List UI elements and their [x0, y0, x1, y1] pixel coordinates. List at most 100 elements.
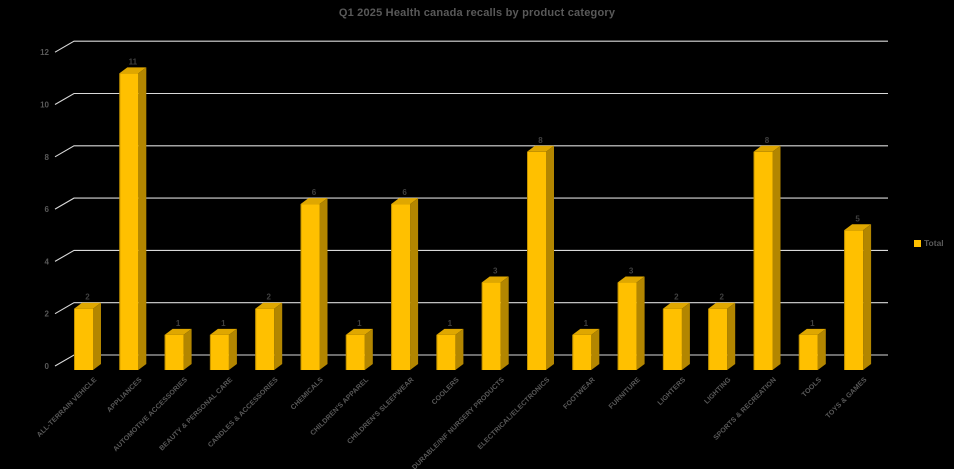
bar-top-face — [436, 328, 464, 335]
bar-front-face — [209, 334, 229, 370]
gridline — [54, 302, 888, 315]
bar-front-face — [662, 308, 682, 370]
x-category-label: TOOLS — [801, 376, 823, 398]
bar-sports-recreation — [753, 145, 781, 370]
bar-side-face — [455, 328, 464, 370]
bar-coolers — [436, 328, 464, 370]
bar-front-face — [753, 151, 773, 370]
bar-side-face — [93, 302, 101, 370]
gridline — [54, 40, 888, 53]
bar-children-s-sleepwear — [391, 198, 419, 370]
bar-front-face — [572, 334, 592, 370]
x-category-label: FOOTWEAR — [562, 376, 596, 410]
bar-chemicals — [300, 198, 328, 370]
bar-value-label: 6 — [402, 188, 407, 197]
bar-top-face — [662, 302, 690, 309]
bar-front-face — [119, 73, 139, 370]
bar-footwear — [572, 328, 600, 370]
bar-side-face — [138, 67, 147, 370]
x-category-label: ALL-TERRAIN VEHICLE — [36, 376, 99, 439]
bar-top-face — [617, 276, 645, 283]
bar-top-face — [391, 198, 419, 205]
x-category-label: BEAUTY & PERSONAL CARE — [158, 376, 234, 452]
bar-top-face — [844, 224, 872, 231]
bar-electrical-electronics — [527, 145, 554, 370]
y-tick-label: 10 — [40, 101, 49, 110]
y-tick-label: 12 — [40, 48, 49, 57]
bar-top-face — [255, 302, 283, 309]
bar-side-face — [410, 198, 419, 370]
bar-front-face — [255, 308, 275, 370]
bar-front-face — [436, 334, 456, 370]
gridlines: 0 2 4 6 8 10 12 — [40, 40, 888, 371]
bar-automotive-accessories — [164, 328, 192, 370]
bar-front-face — [708, 308, 728, 370]
bar-side-face — [228, 328, 237, 370]
bar-front-face — [798, 334, 818, 370]
bar-furniture — [617, 276, 645, 370]
bar-appliances — [119, 67, 147, 370]
bar-top-face — [164, 328, 192, 335]
bar-value-label: 8 — [765, 136, 770, 145]
x-category-label: COOLERS — [431, 376, 461, 406]
bar-value-label: 5 — [855, 214, 860, 223]
x-category-label: APPLIANCES — [106, 376, 144, 414]
bar-top-face — [798, 328, 826, 335]
bar-front-face — [164, 334, 184, 370]
bar-side-face — [500, 276, 509, 370]
bar-front-face — [300, 204, 320, 370]
bar-lighting — [708, 302, 736, 370]
bar-candles-accessories — [255, 302, 283, 370]
bar-value-label: 1 — [810, 319, 815, 328]
bar-side-face — [274, 302, 283, 370]
gridline — [54, 249, 888, 262]
bar-top-face — [708, 302, 736, 309]
gridline — [54, 145, 888, 158]
bar-front-face — [617, 282, 637, 370]
y-tick-label: 2 — [45, 310, 50, 319]
x-category-label: CHEMICALS — [290, 376, 325, 411]
gridline — [54, 197, 888, 210]
x-category-label: LIGHTERS — [657, 376, 688, 407]
x-category-label: LIGHTING — [703, 376, 732, 405]
bar-value-label: 11 — [129, 57, 138, 66]
legend-label: Total — [924, 238, 944, 248]
bar-side-face — [183, 328, 192, 370]
bar-children-s-apparel — [345, 328, 373, 370]
bar-top-face — [481, 276, 509, 283]
bar-top-face — [753, 145, 781, 152]
bar-all-terrain-vehicle — [74, 302, 101, 370]
bar-top-face — [119, 67, 147, 74]
legend: Total — [914, 238, 944, 248]
y-tick-label: 0 — [45, 362, 50, 371]
x-category-label: TOYS & GAMES — [825, 376, 869, 420]
bar-value-label: 1 — [221, 319, 226, 328]
x-category-label: DURABLE/INF NURSERY PRODUCTS — [411, 376, 506, 469]
bar-side-face — [636, 276, 645, 370]
bar-side-face — [591, 328, 600, 370]
bar-value-label: 8 — [538, 136, 543, 145]
bar-durable-inf-nursery-products — [481, 276, 509, 370]
bar-side-face — [863, 224, 872, 370]
bar-tools — [798, 328, 826, 370]
bar-beauty-personal-care — [209, 328, 237, 370]
y-tick-label: 4 — [45, 257, 50, 266]
bar-side-face — [772, 145, 781, 370]
bar-lighters — [662, 302, 690, 370]
bar-top-face — [527, 145, 554, 152]
bar-value-label: 3 — [493, 267, 498, 276]
y-tick-label: 8 — [45, 153, 50, 162]
bar-toys-games — [844, 224, 872, 370]
bar-value-label: 1 — [584, 319, 589, 328]
bar-front-face — [391, 204, 411, 370]
chart-title: Q1 2025 Health canada recalls by product… — [338, 7, 616, 19]
bar-front-face — [527, 151, 546, 370]
bar-top-face — [345, 328, 373, 335]
x-category-label: FURNITURE — [608, 376, 642, 410]
bar-value-label: 1 — [448, 319, 453, 328]
bar-top-face — [209, 328, 237, 335]
bar-top-face — [74, 302, 101, 309]
